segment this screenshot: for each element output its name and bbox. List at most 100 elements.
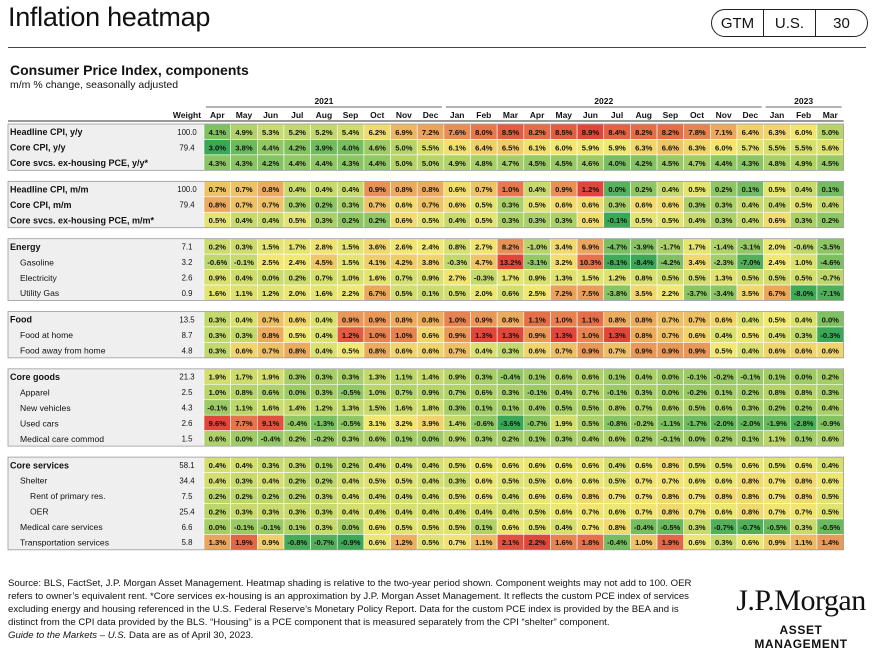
- cell-value: 7.6%: [449, 128, 467, 137]
- cell-value: 0.5%: [289, 216, 307, 225]
- cell-value: 0.9%: [528, 273, 546, 282]
- cell-value: 0.3%: [449, 404, 467, 413]
- cell-value: 4.9%: [235, 128, 253, 137]
- cell-value: 4.0%: [342, 143, 360, 152]
- cell-value: 5.9%: [582, 143, 600, 152]
- cell-value: 1.1%: [795, 538, 813, 547]
- cell-value: -0.5%: [660, 523, 680, 532]
- cell-value: 0.2%: [342, 461, 360, 470]
- cell-value: 0.5%: [528, 523, 546, 532]
- cell-value: 0.9%: [369, 185, 387, 194]
- cell-value: 1.0%: [582, 331, 600, 340]
- cell-value: 0.3%: [555, 216, 573, 225]
- cell-value: -0.6%: [474, 419, 494, 428]
- cell-value: 0.6%: [635, 461, 653, 470]
- cell-value: 0.4%: [342, 492, 360, 501]
- cell-value: 0.9%: [475, 315, 493, 324]
- cell-value: 0.6%: [688, 538, 706, 547]
- cell-value: 2.7%: [449, 273, 467, 282]
- cell-value: 0.3%: [528, 216, 546, 225]
- jpmorgan-logo: J.P.Morgan ASSET MANAGEMENT: [735, 585, 867, 652]
- cell-value: 0.9%: [422, 273, 440, 282]
- cell-value: 6.0%: [555, 143, 573, 152]
- cell-value: -7.0%: [740, 258, 760, 267]
- cell-value: 0.6%: [209, 435, 227, 444]
- cell-value: 0.7%: [315, 273, 333, 282]
- row-label: Headline CPI, y/y: [10, 127, 83, 137]
- cell-value: 0.5%: [688, 404, 706, 413]
- cell-value: 0.7%: [582, 507, 600, 516]
- cell-value: 0.5%: [688, 185, 706, 194]
- cell-value: 1.1%: [395, 373, 413, 382]
- cell-value: 0.6%: [742, 461, 760, 470]
- cell-value: 4.3%: [235, 159, 253, 168]
- cell-value: -0.4%: [634, 523, 654, 532]
- chart-title: Consumer Price Index, components: [10, 62, 249, 78]
- cell-value: 0.4%: [502, 492, 520, 501]
- cell-value: 0.3%: [795, 331, 813, 340]
- cell-value: 0.5%: [688, 273, 706, 282]
- cell-value: 0.3%: [795, 523, 813, 532]
- cell-value: 0.4%: [315, 315, 333, 324]
- cell-value: 0.0%: [289, 388, 307, 397]
- cell-value: 0.8%: [635, 315, 653, 324]
- cell-value: 0.7%: [635, 507, 653, 516]
- cell-value: 8.5%: [555, 128, 573, 137]
- cell-value: 0.6%: [555, 492, 573, 501]
- cell-value: 0.8%: [768, 388, 786, 397]
- cell-value: 2.6%: [395, 243, 413, 252]
- cell-value: 3.5%: [742, 289, 760, 298]
- cell-value: 0.9%: [635, 346, 653, 355]
- cell-value: 7.7%: [235, 419, 253, 428]
- cell-value: 0.1%: [528, 435, 546, 444]
- cell-value: 0.8%: [502, 315, 520, 324]
- row-label: Gasoline: [20, 257, 54, 267]
- cell-value: 1.0%: [342, 273, 360, 282]
- row-label-bg: [8, 196, 204, 213]
- cell-value: 0.3%: [342, 201, 360, 210]
- cell-value: 0.5%: [768, 461, 786, 470]
- cell-value: 1.5%: [342, 258, 360, 267]
- cell-value: 0.6%: [422, 346, 440, 355]
- cell-value: 0.3%: [262, 507, 280, 516]
- cell-value: 0.1%: [502, 404, 520, 413]
- cell-value: 0.4%: [768, 201, 786, 210]
- cell-value: 0.6%: [582, 216, 600, 225]
- cell-value: 5.3%: [262, 128, 280, 137]
- row-label: Utility Gas: [20, 288, 59, 298]
- cell-value: 1.1%: [582, 315, 600, 324]
- cell-value: 7.2%: [555, 289, 573, 298]
- cell-value: 0.1%: [289, 523, 307, 532]
- cell-value: 0.4%: [315, 346, 333, 355]
- cell-value: 0.3%: [608, 201, 626, 210]
- cell-value: 0.6%: [289, 315, 307, 324]
- cell-value: 0.3%: [315, 373, 333, 382]
- cell-value: -0.1%: [234, 258, 254, 267]
- cell-value: 0.5%: [528, 507, 546, 516]
- cell-value: -4.6%: [820, 258, 840, 267]
- cell-value: 7.1%: [715, 128, 733, 137]
- row-label-bg: [8, 430, 204, 447]
- cell-value: 0.3%: [715, 538, 733, 547]
- cell-value: 0.8%: [608, 404, 626, 413]
- cell-value: -3.9%: [634, 243, 654, 252]
- cell-value: 0.6%: [262, 388, 280, 397]
- year-label-2022: 2022: [594, 96, 613, 106]
- cell-value: 0.4%: [742, 216, 760, 225]
- cell-value: 0.3%: [262, 461, 280, 470]
- cell-value: 0.5%: [475, 216, 493, 225]
- cell-value: 8.2%: [502, 243, 520, 252]
- row-label: Core CPI, y/y: [10, 143, 66, 153]
- cell-value: 0.5%: [342, 346, 360, 355]
- cell-value: 5.7%: [742, 143, 760, 152]
- cell-value: 13.2%: [500, 258, 522, 267]
- group-border: [7, 180, 844, 229]
- group-border: [7, 368, 844, 447]
- row-label: Energy: [10, 242, 41, 252]
- month-header: Apr: [530, 110, 545, 120]
- cell-value: 0.4%: [342, 185, 360, 194]
- cell-value: 0.5%: [635, 216, 653, 225]
- cell-value: 1.4%: [822, 538, 840, 547]
- cell-value: 4.2%: [395, 258, 413, 267]
- cell-value: 0.9%: [528, 331, 546, 340]
